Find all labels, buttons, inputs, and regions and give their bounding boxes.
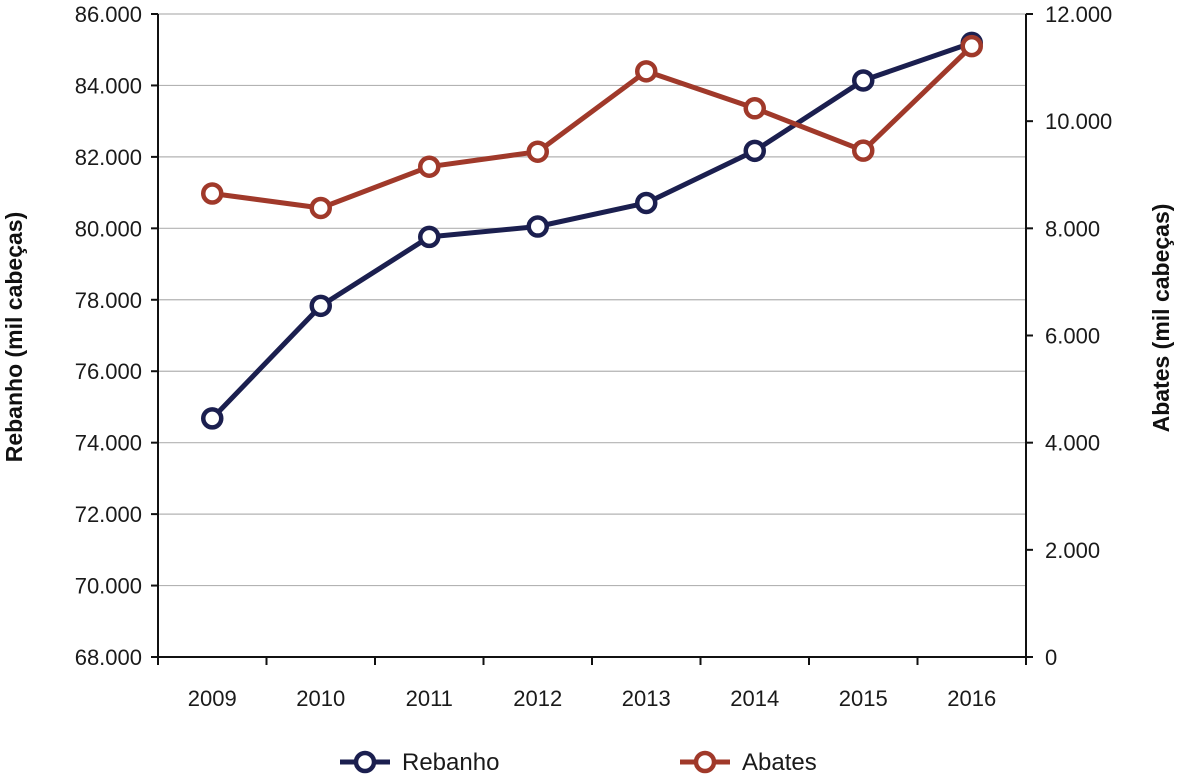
legend-swatch-marker — [693, 750, 717, 774]
data-point-abates — [852, 139, 875, 162]
right-axis-title: Abates (mil cabeças) — [1148, 204, 1174, 433]
right-axis-ticks: 0 2.000 4.000 6.000 8.000 10.000 12.000 — [1026, 2, 1112, 670]
left-tick-label: 68.000 — [75, 645, 142, 670]
left-tick-label: 70.000 — [75, 574, 142, 599]
left-tick-label: 80.000 — [75, 216, 142, 241]
data-point-rebanho — [635, 191, 658, 215]
x-axis-ticks: 2009 2010 2011 2012 2013 2014 2015 2016 — [157, 657, 1027, 711]
left-tick-label: 76.000 — [75, 359, 142, 384]
right-tick-label: 0 — [1045, 645, 1057, 670]
data-point-rebanho — [743, 139, 766, 163]
legend-label: Rebanho — [402, 749, 499, 776]
right-tick-label: 4.000 — [1045, 431, 1100, 456]
x-tick-label: 2015 — [839, 686, 888, 711]
data-point-abates — [635, 60, 658, 83]
data-point-abates — [201, 182, 224, 205]
data-point-abates — [309, 196, 332, 220]
data-point-abates — [418, 155, 441, 178]
right-tick-label: 8.000 — [1045, 216, 1100, 241]
data-point-rebanho — [201, 407, 224, 430]
right-tick-label: 6.000 — [1045, 324, 1100, 349]
data-point-abates — [960, 34, 983, 58]
right-tick-label: 2.000 — [1045, 538, 1100, 563]
left-axis-ticks: 68.000 70.000 72.000 74.000 76.000 78.000 80.0… — [75, 2, 158, 670]
left-tick-label: 72.000 — [75, 502, 142, 527]
left-tick-label: 82.000 — [75, 145, 142, 170]
legend-swatch-marker — [353, 750, 377, 774]
data-point-rebanho — [418, 225, 441, 249]
x-tick-label: 2010 — [296, 686, 345, 711]
legend: Rebanho Abates — [340, 749, 817, 776]
data-point-rebanho — [526, 215, 549, 238]
series-line-abates — [211, 44, 974, 211]
series-line-rebanho — [210, 40, 973, 421]
right-tick-label: 10.000 — [1045, 109, 1112, 134]
left-tick-label: 74.000 — [75, 431, 142, 456]
legend-item-abates: Abates — [680, 749, 817, 776]
x-tick-label: 2011 — [406, 686, 453, 711]
data-point-rebanho — [309, 294, 332, 318]
left-tick-label: 86.000 — [75, 2, 142, 27]
x-tick-label: 2014 — [730, 686, 779, 711]
right-tick-label: 12.000 — [1045, 2, 1112, 27]
x-tick-label: 2013 — [622, 686, 671, 711]
gridlines — [158, 13, 1026, 587]
data-point-rebanho — [852, 69, 875, 92]
legend-label: Abates — [742, 749, 817, 776]
x-tick-label: 2012 — [513, 686, 562, 711]
data-point-abates — [526, 140, 549, 163]
left-tick-label: 78.000 — [75, 288, 142, 313]
left-axis-title: Rebanho (mil cabeças) — [1, 212, 27, 463]
legend-item-rebanho: Rebanho — [340, 749, 499, 776]
x-tick-label: 2009 — [188, 686, 237, 711]
left-tick-label: 84.000 — [75, 73, 142, 98]
data-point-abates — [743, 97, 766, 120]
series-layer — [201, 31, 983, 430]
x-tick-label: 2016 — [947, 686, 996, 711]
